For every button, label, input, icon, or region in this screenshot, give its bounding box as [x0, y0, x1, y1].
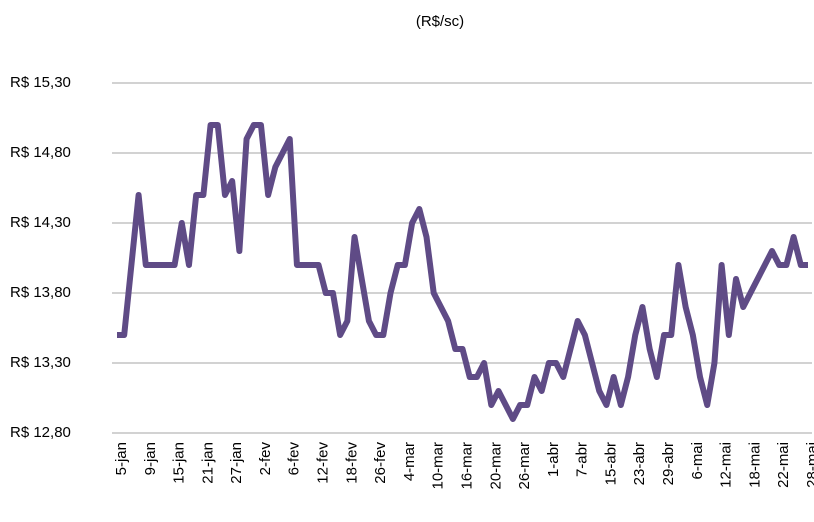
x-tick-label: 27-jan — [228, 442, 245, 484]
x-tick-label: 4-mar — [401, 442, 418, 481]
x-tick-label: 12-fev — [315, 442, 332, 484]
x-tick-label: 12-mai — [718, 442, 735, 488]
x-tick-label: 1-abr — [545, 442, 562, 477]
x-tick-label: 6-mai — [689, 442, 706, 480]
x-tick-label: 26-mar — [516, 442, 533, 490]
x-tick-label: 29-abr — [660, 442, 677, 485]
x-tick-label: 16-mar — [458, 442, 475, 490]
chart-title: (R$/sc) — [416, 13, 464, 30]
x-tick-label: 18-fev — [343, 442, 360, 484]
x-tick-label: 10-mar — [430, 442, 447, 490]
x-tick-label: 18-mai — [746, 442, 763, 488]
x-tick-label: 5-jan — [113, 442, 130, 475]
x-tick-label: 22-mai — [775, 442, 792, 488]
x-tick-label: 15-abr — [602, 442, 619, 485]
x-tick-label: 15-jan — [171, 442, 188, 484]
y-tick-label: R$ 12,80 — [10, 424, 71, 441]
y-tick-label: R$ 13,80 — [10, 284, 71, 301]
x-tick-label: 7-abr — [574, 442, 591, 477]
y-tick-label: R$ 15,30 — [10, 74, 71, 91]
x-tick-label: 20-mar — [487, 442, 504, 490]
x-tick-label: 9-jan — [142, 442, 159, 475]
x-tick-label: 26-fev — [372, 442, 389, 484]
x-tick-label: 21-jan — [199, 442, 216, 484]
x-tick-label: 23-abr — [631, 442, 648, 485]
x-tick-label: 2-fev — [257, 442, 274, 476]
x-tick-label: 28-mai — [804, 442, 814, 488]
y-tick-label: R$ 14,30 — [10, 214, 71, 231]
series-line — [117, 122, 808, 422]
y-tick-label: R$ 13,30 — [10, 354, 71, 371]
x-tick-label: 6-fev — [286, 442, 303, 476]
y-tick-label: R$ 14,80 — [10, 144, 71, 161]
